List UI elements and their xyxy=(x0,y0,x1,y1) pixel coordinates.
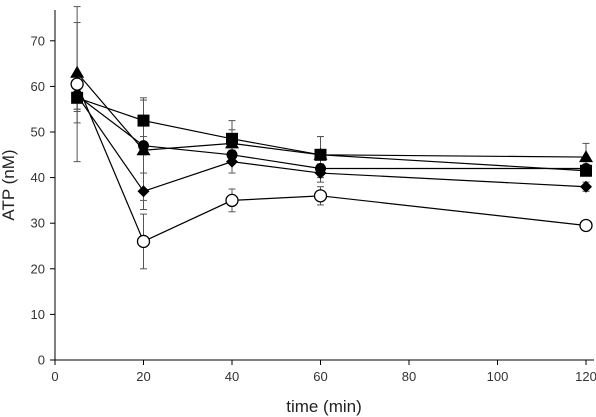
series-line-filled-circle xyxy=(76,95,586,170)
series-line-square xyxy=(76,97,587,172)
data-point-filled-circle xyxy=(315,162,326,174)
data-point-open-circle xyxy=(579,218,593,233)
x-tick-label: 80 xyxy=(402,369,416,384)
x-tick-label: 20 xyxy=(136,369,150,384)
data-point-triangle xyxy=(579,150,593,163)
y-tick-label: 50 xyxy=(31,125,45,140)
data-point-square xyxy=(71,91,84,104)
x-tick-label: 40 xyxy=(225,369,239,384)
plot-area xyxy=(70,6,593,270)
x-tick-label: 120 xyxy=(575,369,596,384)
series-line-open-circle xyxy=(76,83,587,243)
data-point-square xyxy=(580,164,592,177)
y-tick-label: 0 xyxy=(38,353,45,368)
data-point-triangle xyxy=(70,65,85,78)
data-point-square xyxy=(314,148,327,161)
y-tick-label: 10 xyxy=(31,307,45,322)
data-point-triangle xyxy=(136,143,151,156)
data-point-filled-circle xyxy=(226,149,238,161)
data-point-open-circle xyxy=(136,234,151,249)
x-axis-title: time (min) xyxy=(286,397,362,416)
data-point-open-circle xyxy=(70,77,84,91)
x-tick-label: 100 xyxy=(487,369,509,384)
data-point-square xyxy=(226,132,238,145)
y-tick-label: 60 xyxy=(31,79,45,94)
data-point-diamond xyxy=(580,180,592,193)
data-point-open-circle xyxy=(313,189,328,203)
y-axis-title: ATP (nM) xyxy=(0,149,18,220)
x-tick-label: 60 xyxy=(313,369,327,384)
y-tick-label: 20 xyxy=(31,261,45,276)
y-tick-label: 70 xyxy=(31,33,45,48)
data-point-open-circle xyxy=(225,193,239,208)
y-tick-label: 40 xyxy=(31,170,45,185)
data-point-diamond xyxy=(137,185,150,198)
data-point-square xyxy=(137,114,150,127)
x-tick-label: 0 xyxy=(51,369,58,384)
series-line-triangle xyxy=(76,72,587,158)
series-line-diamond xyxy=(76,95,587,192)
y-tick-label: 30 xyxy=(31,216,45,231)
